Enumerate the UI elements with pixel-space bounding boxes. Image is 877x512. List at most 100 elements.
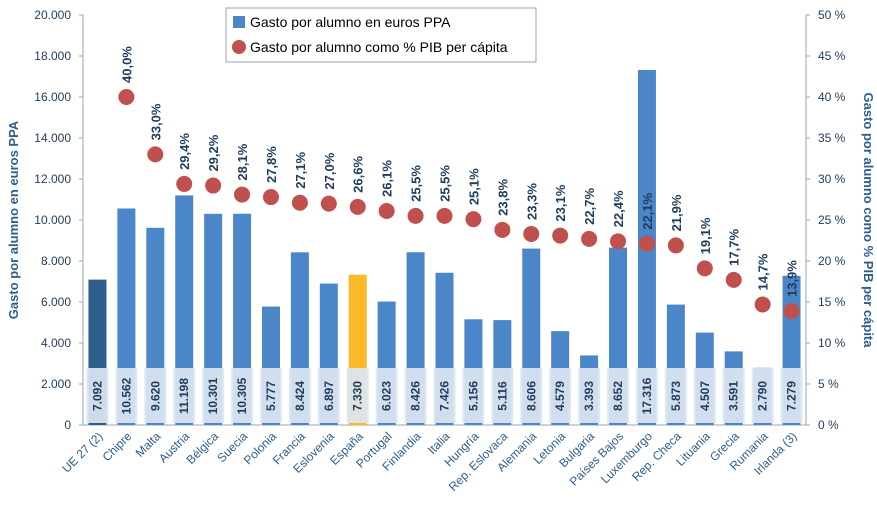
dot	[176, 175, 193, 192]
value-label: 4.507	[698, 381, 712, 411]
dot-label: 22,1%	[640, 192, 655, 229]
y-tick-label: 4.000	[41, 336, 71, 350]
value-label: 5.777	[264, 381, 278, 411]
x-tick-label: Chipre	[100, 429, 135, 464]
value-label: 3.591	[727, 381, 741, 411]
legend-box	[225, 7, 537, 63]
value-label-box	[288, 368, 311, 423]
value-label-box	[520, 368, 543, 423]
value-label: 5.116	[495, 381, 509, 411]
dot	[610, 233, 627, 250]
value-label-box	[578, 368, 601, 423]
dot	[494, 221, 511, 238]
value-label: 2.790	[756, 381, 770, 411]
value-label: 10.562	[119, 377, 133, 414]
dot-label: 29,4%	[177, 133, 192, 170]
dot-label: 27,0%	[322, 152, 337, 189]
dot	[320, 195, 337, 212]
y2-tick-label: 50 %	[818, 8, 846, 22]
dot-label: 23,1%	[553, 184, 568, 221]
dot-label: 28,1%	[235, 143, 250, 180]
value-label: 10.305	[235, 377, 249, 414]
legend-swatch	[232, 40, 246, 54]
dot-label: 14,7%	[756, 253, 771, 290]
y-tick-label: 14.000	[34, 131, 71, 145]
dot	[552, 227, 569, 244]
dot	[465, 211, 482, 228]
dot	[696, 260, 713, 277]
value-label: 4.579	[553, 381, 567, 411]
value-label: 10.301	[206, 377, 220, 414]
dot	[436, 207, 453, 224]
dot	[581, 230, 598, 247]
value-label: 9.620	[148, 381, 162, 411]
dot-label: 23,8%	[495, 179, 510, 216]
dot	[378, 202, 395, 219]
dot	[725, 271, 742, 288]
value-label-box	[664, 368, 687, 423]
dot-label: 27,1%	[293, 151, 308, 188]
y-tick-label: 6.000	[41, 295, 71, 309]
y2-tick-label: 45 %	[818, 49, 846, 63]
value-label: 17.316	[640, 377, 654, 414]
dot	[349, 198, 366, 215]
value-label-box	[404, 368, 427, 423]
dot	[291, 194, 308, 211]
value-label-box	[346, 368, 369, 423]
dot-label: 29,2%	[206, 134, 221, 171]
dot	[234, 186, 251, 203]
value-label: 5.156	[466, 381, 480, 411]
y2-tick-label: 30 %	[818, 172, 846, 186]
dot-label: 40,0%	[119, 46, 134, 83]
y2-tick-label: 35 %	[818, 131, 846, 145]
value-label: 5.873	[669, 381, 683, 411]
value-label-box	[144, 368, 167, 423]
dot-label: 17,7%	[727, 229, 742, 266]
dot-label: 13,9%	[785, 260, 800, 297]
value-label-box	[607, 368, 630, 423]
legend-swatch	[233, 16, 245, 28]
dot-label: 23,3%	[524, 183, 539, 220]
value-label-box	[491, 368, 514, 423]
dot	[638, 235, 655, 252]
dot	[262, 189, 279, 206]
legend-label: Gasto por alumno en euros PPA	[250, 14, 451, 30]
y-tick-label: 20.000	[34, 8, 71, 22]
y-tick-label: 18.000	[34, 49, 71, 63]
dot	[783, 303, 800, 320]
value-label-box	[780, 368, 803, 423]
dot	[147, 146, 164, 163]
dot	[205, 177, 222, 194]
dot	[754, 296, 771, 313]
value-label: 6.897	[322, 381, 336, 411]
dot	[118, 89, 135, 105]
dot-label: 27,8%	[264, 146, 279, 183]
value-label: 8.606	[524, 381, 538, 411]
value-label-box	[693, 368, 716, 423]
y2-tick-label: 25 %	[818, 213, 846, 227]
value-label-box	[86, 368, 109, 423]
dot-label: 26,1%	[380, 160, 395, 197]
value-label-box	[635, 368, 658, 423]
dot	[523, 225, 540, 242]
value-label-box	[549, 368, 572, 423]
x-tick-label: Bélgica	[184, 429, 222, 467]
y-tick-label: 0	[64, 418, 71, 432]
value-label: 6.023	[380, 381, 394, 411]
y-tick-label: 16.000	[34, 90, 71, 104]
dot-label: 19,1%	[698, 217, 713, 254]
value-label: 7.092	[90, 381, 104, 411]
dot-label: 22,7%	[582, 188, 597, 225]
y2-tick-label: 0 %	[818, 418, 839, 432]
y2-tick-label: 40 %	[818, 90, 846, 104]
y-axis-label: Gasto por alumno en euros PPA	[6, 120, 21, 319]
dot-label: 26,6%	[351, 156, 366, 193]
value-label: 8.426	[409, 381, 423, 411]
y2-tick-label: 10 %	[818, 336, 846, 350]
value-label-box	[375, 368, 398, 423]
value-label-box	[433, 368, 456, 423]
dot-label: 25,1%	[466, 168, 481, 205]
value-label-box	[751, 368, 774, 423]
y2-axis-label: Gasto por alumno como % PIB per cápita	[861, 93, 876, 349]
